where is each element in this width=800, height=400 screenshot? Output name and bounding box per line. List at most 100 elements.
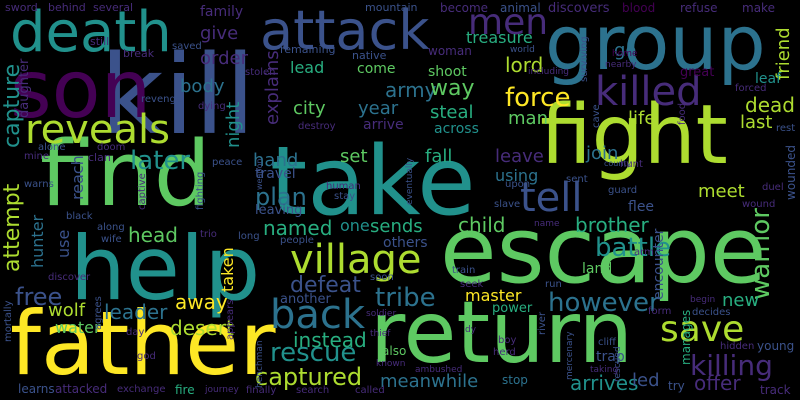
word-water: water: [55, 318, 101, 337]
word-daughter: daughter: [17, 58, 32, 118]
word-killing: killing: [690, 349, 773, 382]
word-behind: behind: [48, 1, 86, 14]
word-kill: kill: [100, 31, 256, 159]
word-return: return: [370, 283, 633, 383]
word-including: including: [528, 67, 569, 77]
word-use: use: [54, 229, 73, 258]
word-away: away: [175, 290, 228, 314]
word-refuse: refuse: [680, 1, 718, 15]
word-fighting: fighting: [195, 171, 206, 210]
word-hand: hand: [253, 150, 299, 171]
word-attempt: attempt: [0, 183, 25, 272]
word-peace: peace: [212, 157, 243, 168]
word-city: city: [293, 98, 326, 119]
word-form: form: [648, 306, 672, 317]
word-along: along: [97, 222, 125, 233]
word-journey: journey: [205, 385, 239, 395]
word-decides: decides: [692, 307, 731, 318]
word-herd: herd: [493, 347, 516, 358]
word-rescue: rescue: [270, 338, 357, 368]
word-go: go: [614, 40, 637, 61]
word-free: free: [15, 283, 63, 311]
word-also: also: [382, 344, 407, 358]
word-henchman: henchman: [255, 340, 265, 388]
word-plan: plan: [255, 183, 307, 211]
word-head: head: [128, 223, 178, 247]
word-long: long: [238, 231, 260, 242]
word-travel: travel: [255, 166, 296, 182]
word-join: join: [586, 143, 619, 164]
word-using: using: [495, 166, 539, 185]
word-last: last: [740, 112, 773, 133]
word-meanwhile: meanwhile: [380, 371, 479, 392]
word-still: still: [90, 35, 110, 48]
word-men: men: [468, 2, 549, 43]
word-county: county: [604, 159, 632, 168]
word-several: several: [93, 1, 134, 14]
word-appears: appears: [225, 299, 236, 340]
word-animal: animal: [500, 1, 541, 15]
word-explains: explains: [262, 50, 283, 125]
word-home: home: [612, 49, 638, 59]
word-soon: soon: [370, 272, 394, 283]
word-become: become: [440, 1, 489, 15]
word-give: give: [200, 23, 239, 44]
word-army: army: [385, 78, 437, 102]
word-ambushed: ambushed: [415, 365, 463, 375]
word-alone: alone: [38, 142, 66, 153]
word-forced: forced: [735, 83, 767, 94]
word-another: another: [280, 292, 331, 307]
word-break: break: [123, 47, 155, 60]
word-death: death: [10, 0, 172, 65]
word-leaf: leaf: [755, 71, 782, 87]
word-treasure: treasure: [466, 28, 533, 47]
word-wound: wound: [742, 199, 776, 210]
word-saved: saved: [172, 41, 202, 52]
word-encounter: encounter: [651, 228, 667, 300]
word-lord: lord: [505, 53, 544, 77]
word-defeat: defeat: [290, 273, 361, 298]
word-doom: doom: [97, 142, 126, 153]
word-cliff: cliff: [598, 337, 616, 348]
word-captive: captive: [137, 173, 148, 210]
word-find: find: [40, 122, 211, 227]
word-sends: sends: [370, 216, 423, 237]
word-mine: mine: [24, 151, 50, 162]
word-warrior: warrior: [746, 208, 776, 300]
word-child: child: [458, 213, 506, 237]
word-seek: seek: [460, 279, 484, 290]
word-led: led: [632, 370, 660, 391]
word-help: help: [70, 217, 261, 320]
word-tribe: tribe: [375, 283, 436, 313]
word-native: native: [352, 49, 387, 62]
word-order: order: [200, 48, 248, 69]
word-world: world: [510, 45, 535, 55]
word-back: back: [270, 292, 366, 338]
word-revenge: revenge: [141, 94, 182, 105]
word-night: night: [223, 101, 244, 148]
word-sword: sword: [5, 1, 38, 14]
word-lead: lead: [290, 58, 325, 77]
word-wounded: wounded: [784, 145, 798, 200]
word-killed: killed: [595, 69, 702, 115]
word-discovers: discovers: [548, 1, 610, 16]
word-mercenary: mercenary: [565, 331, 575, 380]
word-guard: guard: [608, 185, 638, 196]
word-trap: trap: [596, 349, 625, 365]
word-run: run: [545, 279, 562, 290]
word-exchange: exchange: [117, 384, 166, 395]
word-discover: discover: [48, 272, 91, 283]
word-attacked: attacked: [55, 382, 108, 396]
word-make: make: [742, 1, 775, 15]
word-captured: captured: [255, 363, 363, 391]
word-land: land: [582, 261, 613, 277]
word-duel: duel: [762, 182, 784, 193]
word-reveals: reveals: [25, 107, 170, 153]
word-track: track: [760, 383, 791, 397]
word-others: others: [383, 235, 428, 251]
word-flee: flee: [628, 199, 655, 215]
word-clan: clan: [88, 151, 111, 164]
word-one: one: [340, 216, 370, 235]
word-search: search: [296, 385, 330, 396]
word-agrees: agrees: [93, 296, 104, 330]
